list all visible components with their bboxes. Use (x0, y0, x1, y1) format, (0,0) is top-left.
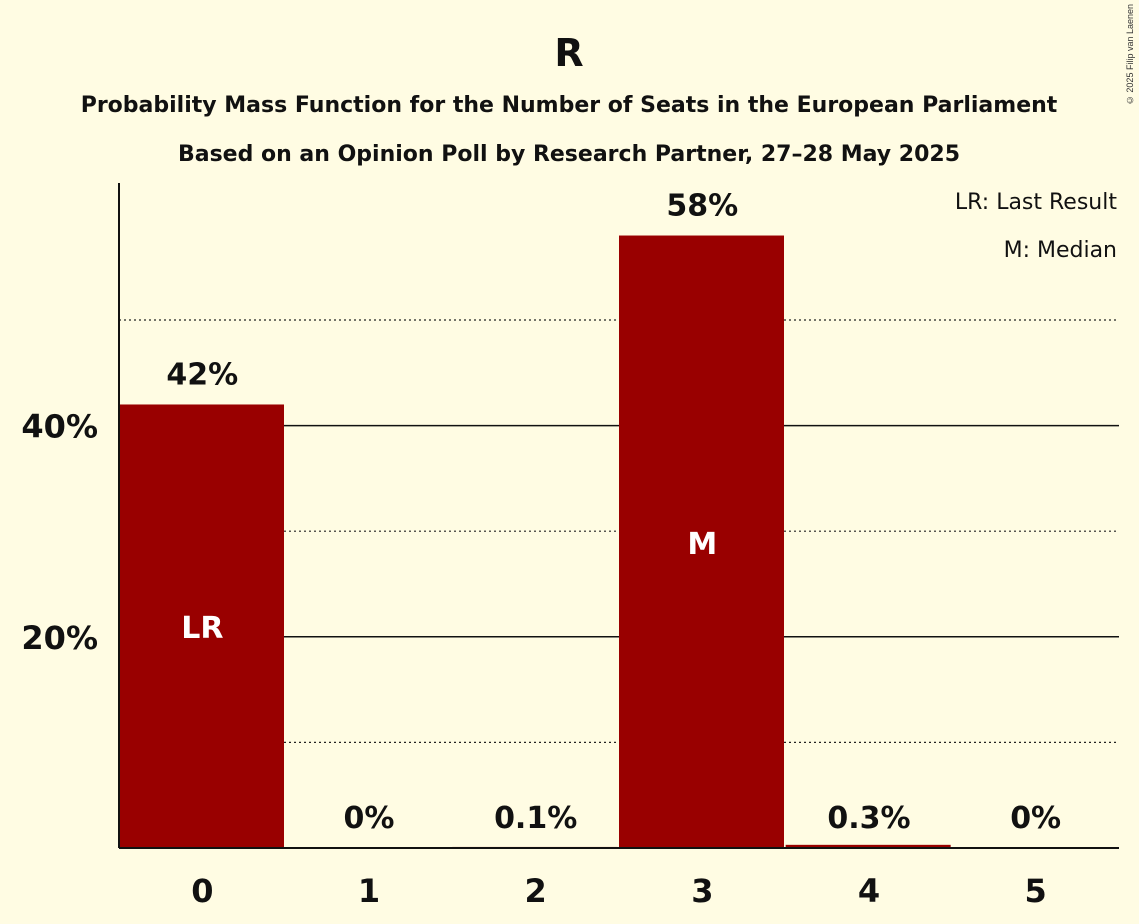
bar-0 (119, 404, 284, 848)
x-tick-label: 1 (358, 872, 380, 910)
value-label-4: 0.3% (827, 801, 910, 836)
x-tick-label: 2 (525, 872, 547, 910)
copyright-notice: © 2025 Filip van Laenen (1125, 4, 1135, 106)
y-tick-label: 20% (21, 619, 98, 657)
legend-median: M: Median (1004, 238, 1117, 263)
bar-3 (619, 235, 784, 848)
bar-4 (785, 844, 951, 848)
bars: 42% LR 0% 0.1% 58% M 0.3% 0% (119, 189, 1061, 848)
legend-last-result: LR: Last Result (955, 190, 1117, 215)
x-tick-labels: 0 1 2 3 4 5 (191, 872, 1047, 910)
chart-subtitle-2: Based on an Opinion Poll by Research Par… (178, 142, 960, 167)
chart-title: R (554, 31, 583, 75)
x-tick-label: 3 (691, 872, 713, 910)
x-tick-label: 5 (1025, 872, 1047, 910)
marker-lr: LR (181, 611, 223, 646)
y-tick-labels: 20% 40% (21, 408, 98, 657)
chart-subtitle-1: Probability Mass Function for the Number… (81, 93, 1058, 118)
marker-m: M (687, 527, 717, 562)
axes (118, 183, 1119, 849)
value-label-2: 0.1% (494, 801, 577, 836)
x-tick-label: 4 (858, 872, 880, 910)
value-label-0: 42% (166, 357, 238, 392)
x-tick-label: 0 (191, 872, 213, 910)
value-label-5: 0% (1010, 801, 1061, 836)
value-label-1: 0% (344, 801, 395, 836)
value-label-3: 58% (666, 189, 738, 224)
y-tick-label: 40% (21, 408, 98, 446)
